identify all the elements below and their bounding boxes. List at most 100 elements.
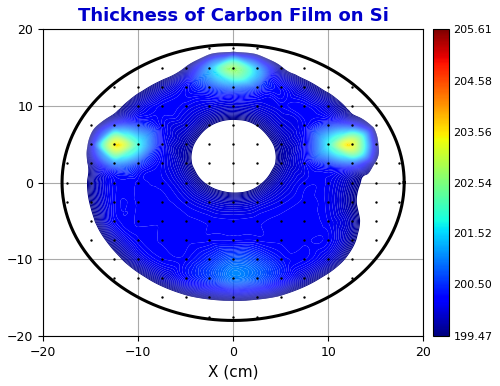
Point bbox=[348, 179, 356, 186]
Point bbox=[300, 295, 308, 301]
Point bbox=[158, 179, 166, 186]
Point bbox=[253, 295, 261, 301]
Point bbox=[229, 179, 237, 186]
Point bbox=[372, 237, 380, 243]
Point bbox=[86, 141, 94, 147]
Point bbox=[182, 256, 190, 262]
Point bbox=[229, 179, 237, 186]
Point bbox=[158, 84, 166, 90]
Point bbox=[229, 179, 237, 186]
Point bbox=[182, 64, 190, 71]
Point bbox=[324, 84, 332, 90]
Point bbox=[253, 84, 261, 90]
Point bbox=[182, 103, 190, 109]
Point bbox=[229, 179, 237, 186]
Point bbox=[229, 179, 237, 186]
Point bbox=[229, 179, 237, 186]
Point bbox=[229, 218, 237, 224]
Point bbox=[206, 295, 214, 301]
Point bbox=[229, 179, 237, 186]
Point bbox=[229, 179, 237, 186]
Point bbox=[229, 179, 237, 186]
Point bbox=[229, 179, 237, 186]
Point bbox=[134, 256, 142, 262]
Point bbox=[229, 179, 237, 186]
Point bbox=[300, 218, 308, 224]
Point bbox=[229, 179, 237, 186]
Point bbox=[396, 179, 404, 186]
Point bbox=[229, 237, 237, 243]
Point bbox=[324, 275, 332, 281]
Point bbox=[229, 179, 237, 186]
Point bbox=[276, 295, 284, 301]
Point bbox=[324, 256, 332, 262]
Point bbox=[229, 179, 237, 186]
Point bbox=[324, 141, 332, 147]
Point bbox=[229, 179, 237, 186]
Point bbox=[229, 179, 237, 186]
Point bbox=[206, 198, 214, 205]
Point bbox=[229, 179, 237, 186]
Point bbox=[229, 275, 237, 281]
Point bbox=[158, 275, 166, 281]
Point bbox=[372, 160, 380, 166]
Point bbox=[229, 179, 237, 186]
Point bbox=[229, 179, 237, 186]
Point bbox=[372, 218, 380, 224]
Point bbox=[253, 275, 261, 281]
Point bbox=[229, 179, 237, 186]
Point bbox=[348, 160, 356, 166]
Point bbox=[229, 179, 237, 186]
Point bbox=[300, 122, 308, 128]
Point bbox=[229, 179, 237, 186]
Point bbox=[229, 179, 237, 186]
Point bbox=[324, 237, 332, 243]
Point bbox=[229, 179, 237, 186]
Point bbox=[229, 179, 237, 186]
Title: Thickness of Carbon Film on Si: Thickness of Carbon Film on Si bbox=[78, 7, 388, 25]
Point bbox=[229, 179, 237, 186]
Point bbox=[229, 179, 237, 186]
Point bbox=[229, 179, 237, 186]
Point bbox=[182, 160, 190, 166]
Point bbox=[348, 256, 356, 262]
Point bbox=[229, 179, 237, 186]
Point bbox=[229, 179, 237, 186]
Point bbox=[229, 122, 237, 128]
Point bbox=[253, 141, 261, 147]
Point bbox=[182, 218, 190, 224]
Point bbox=[229, 179, 237, 186]
Point bbox=[276, 141, 284, 147]
Point bbox=[229, 179, 237, 186]
Point bbox=[229, 179, 237, 186]
Point bbox=[229, 256, 237, 262]
Point bbox=[229, 179, 237, 186]
Point bbox=[229, 179, 237, 186]
Point bbox=[229, 64, 237, 71]
Point bbox=[229, 179, 237, 186]
Point bbox=[229, 179, 237, 186]
Point bbox=[206, 64, 214, 71]
Point bbox=[158, 256, 166, 262]
Point bbox=[158, 122, 166, 128]
Point bbox=[229, 179, 237, 186]
Point bbox=[229, 179, 237, 186]
Point bbox=[229, 179, 237, 186]
Point bbox=[229, 179, 237, 186]
Point bbox=[206, 313, 214, 320]
Point bbox=[276, 122, 284, 128]
Point bbox=[300, 237, 308, 243]
Point bbox=[110, 218, 118, 224]
Point bbox=[158, 64, 166, 71]
Point bbox=[229, 179, 237, 186]
Point bbox=[276, 64, 284, 71]
Point bbox=[229, 141, 237, 147]
Point bbox=[206, 103, 214, 109]
Point bbox=[206, 256, 214, 262]
Point bbox=[229, 179, 237, 186]
Point bbox=[229, 179, 237, 186]
Point bbox=[229, 179, 237, 186]
Point bbox=[182, 275, 190, 281]
Point bbox=[158, 198, 166, 205]
Point bbox=[229, 179, 237, 186]
